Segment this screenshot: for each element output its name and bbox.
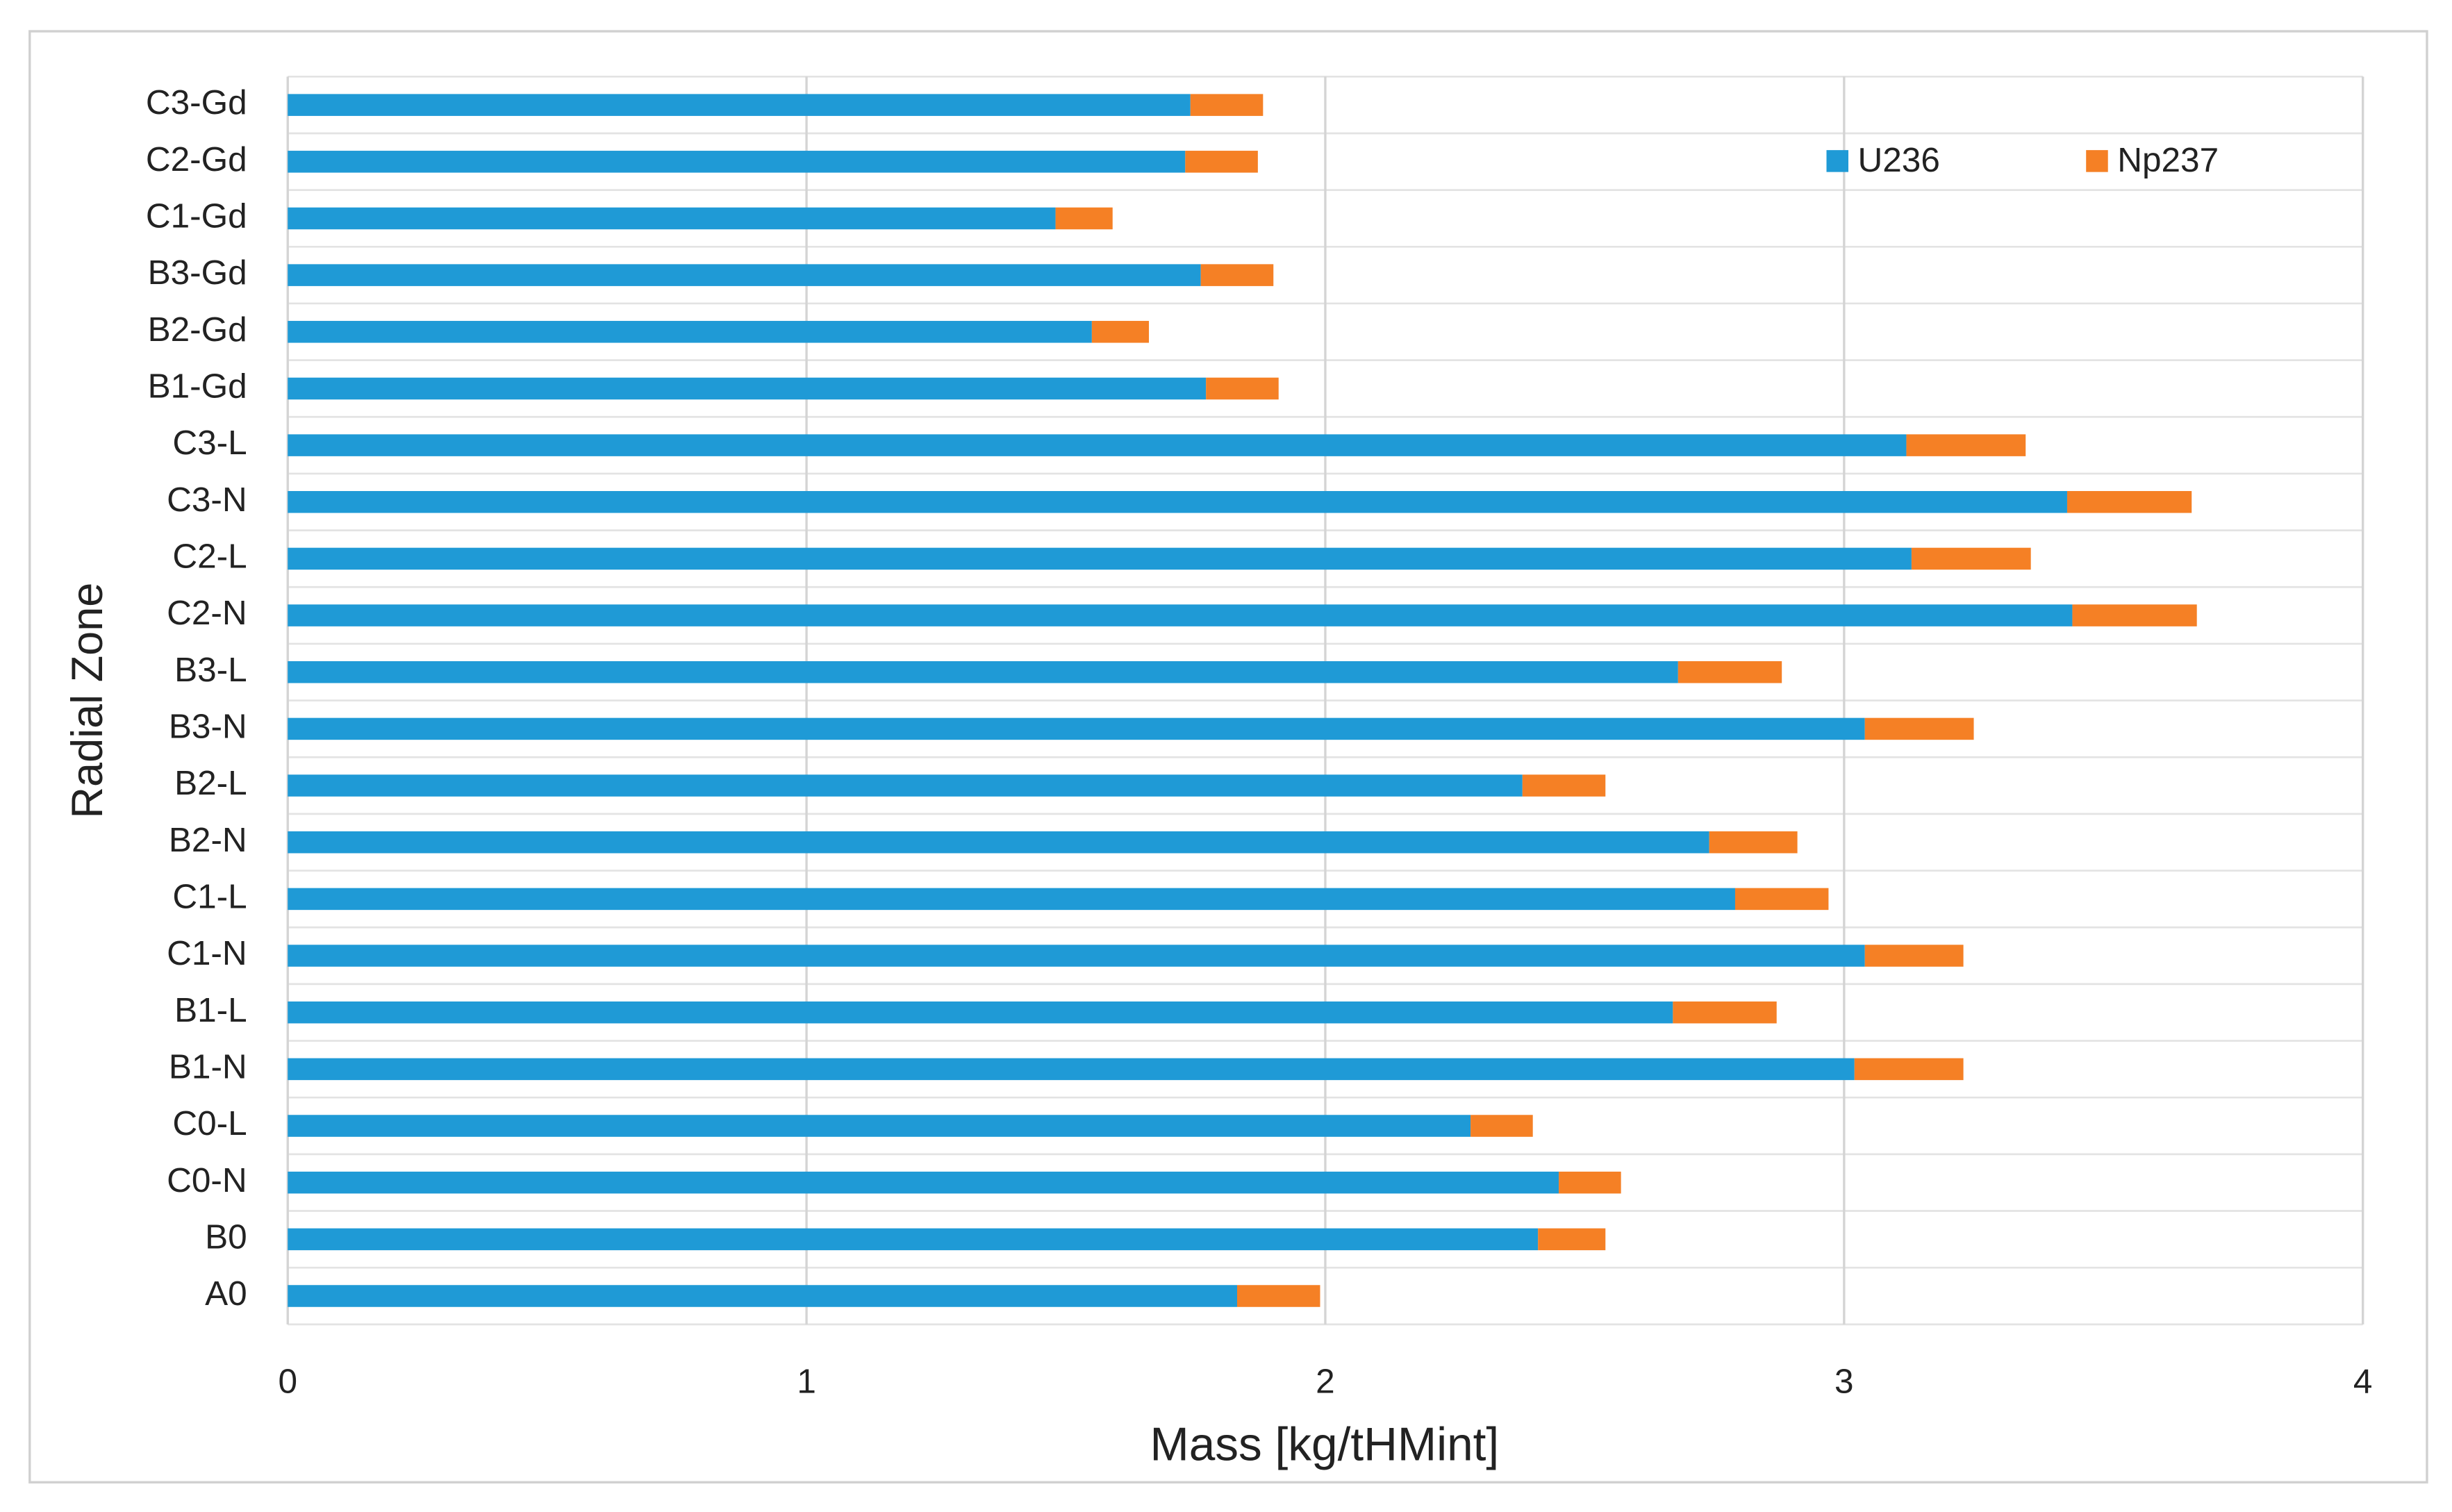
bar-segment bbox=[288, 207, 1056, 230]
bar-segment bbox=[288, 1228, 1539, 1251]
bar-segment bbox=[2066, 491, 2192, 513]
y-tick-label: B1-Gd bbox=[148, 367, 247, 406]
bar-segment bbox=[288, 547, 1912, 570]
bar-segment bbox=[1200, 264, 1274, 286]
bar-segment bbox=[1206, 377, 1279, 400]
bar-segment bbox=[288, 434, 1907, 456]
x-tick-label: 3 bbox=[1834, 1362, 1854, 1400]
y-tick-label: C3-L bbox=[172, 424, 247, 462]
legend-label: Np237 bbox=[2117, 141, 2219, 179]
y-tick-label: B2-L bbox=[174, 764, 247, 802]
y-tick-label: B1-N bbox=[169, 1047, 247, 1086]
bar-segment bbox=[1906, 434, 2026, 456]
legend-swatch bbox=[2086, 150, 2108, 172]
bar-segment bbox=[1190, 94, 1264, 116]
y-axis-label: Radial Zone bbox=[63, 583, 112, 819]
legend-swatch bbox=[1826, 150, 1849, 172]
bar-segment bbox=[288, 661, 1678, 683]
y-tick-label: C2-Gd bbox=[146, 140, 247, 178]
y-tick-label: B2-N bbox=[169, 821, 247, 859]
bar-segment bbox=[1911, 547, 2031, 570]
x-tick-label: 4 bbox=[2353, 1362, 2373, 1400]
y-tick-label: C1-L bbox=[172, 877, 247, 915]
y-tick-label: B0 bbox=[205, 1218, 247, 1256]
y-tick-label: C2-L bbox=[172, 538, 247, 576]
bar-segment bbox=[1709, 831, 1798, 854]
bar-segment bbox=[288, 377, 1207, 400]
bar-segment bbox=[1673, 1001, 1777, 1024]
y-tick-label: C3-Gd bbox=[146, 83, 247, 122]
bar-segment bbox=[1522, 774, 1606, 797]
legend-label: U236 bbox=[1858, 141, 1940, 179]
bar-segment bbox=[1864, 717, 1974, 740]
bar-segment bbox=[288, 1115, 1471, 1137]
y-tick-label: B3-Gd bbox=[148, 254, 247, 292]
bar-segment bbox=[2072, 604, 2197, 626]
bar-segment bbox=[288, 1001, 1673, 1024]
bar-segment bbox=[288, 945, 1865, 967]
y-tick-label: B1-L bbox=[174, 991, 247, 1029]
bar-segment bbox=[288, 264, 1201, 286]
bar-segment bbox=[288, 774, 1523, 797]
bar-segment bbox=[288, 321, 1092, 343]
bar-segment bbox=[288, 717, 1865, 740]
bar-segment bbox=[1091, 321, 1150, 343]
bar-segment bbox=[1236, 1285, 1320, 1307]
y-tick-label: A0 bbox=[205, 1274, 247, 1313]
bar-segment bbox=[1864, 945, 1964, 967]
y-tick-label: B2-Gd bbox=[148, 310, 247, 349]
bar-segment bbox=[288, 151, 1186, 173]
bar-segment bbox=[1678, 661, 1782, 683]
x-tick-label: 0 bbox=[278, 1362, 297, 1400]
x-tick-label: 2 bbox=[1316, 1362, 1335, 1400]
bar-segment bbox=[288, 831, 1709, 854]
bar-segment bbox=[1185, 151, 1258, 173]
bar-segment bbox=[288, 1285, 1237, 1307]
bar-segment bbox=[1559, 1171, 1621, 1194]
bar-segment bbox=[1471, 1115, 1533, 1137]
x-axis-label: Mass [kg/tHMint] bbox=[1150, 1419, 1499, 1471]
y-tick-label: C0-N bbox=[167, 1161, 247, 1199]
y-tick-label: C3-N bbox=[167, 481, 247, 519]
bar-segment bbox=[288, 491, 2067, 513]
y-tick-label: B3-L bbox=[174, 651, 247, 689]
y-tick-label: C2-N bbox=[167, 594, 247, 632]
bar-segment bbox=[1055, 207, 1113, 230]
x-tick-label: 1 bbox=[797, 1362, 816, 1400]
y-tick-label: B3-N bbox=[169, 707, 247, 745]
bar-segment bbox=[288, 1171, 1559, 1194]
bar-segment bbox=[288, 604, 2073, 626]
y-tick-label: C1-Gd bbox=[146, 197, 247, 235]
bar-segment bbox=[1734, 888, 1829, 911]
y-tick-label: C0-L bbox=[172, 1104, 247, 1143]
y-tick-label: C1-N bbox=[167, 934, 247, 972]
bar-segment bbox=[1854, 1058, 1964, 1081]
bar-segment bbox=[288, 94, 1191, 116]
bar-segment bbox=[1538, 1228, 1606, 1251]
bar-segment bbox=[288, 1058, 1855, 1081]
bar-segment bbox=[288, 888, 1735, 911]
